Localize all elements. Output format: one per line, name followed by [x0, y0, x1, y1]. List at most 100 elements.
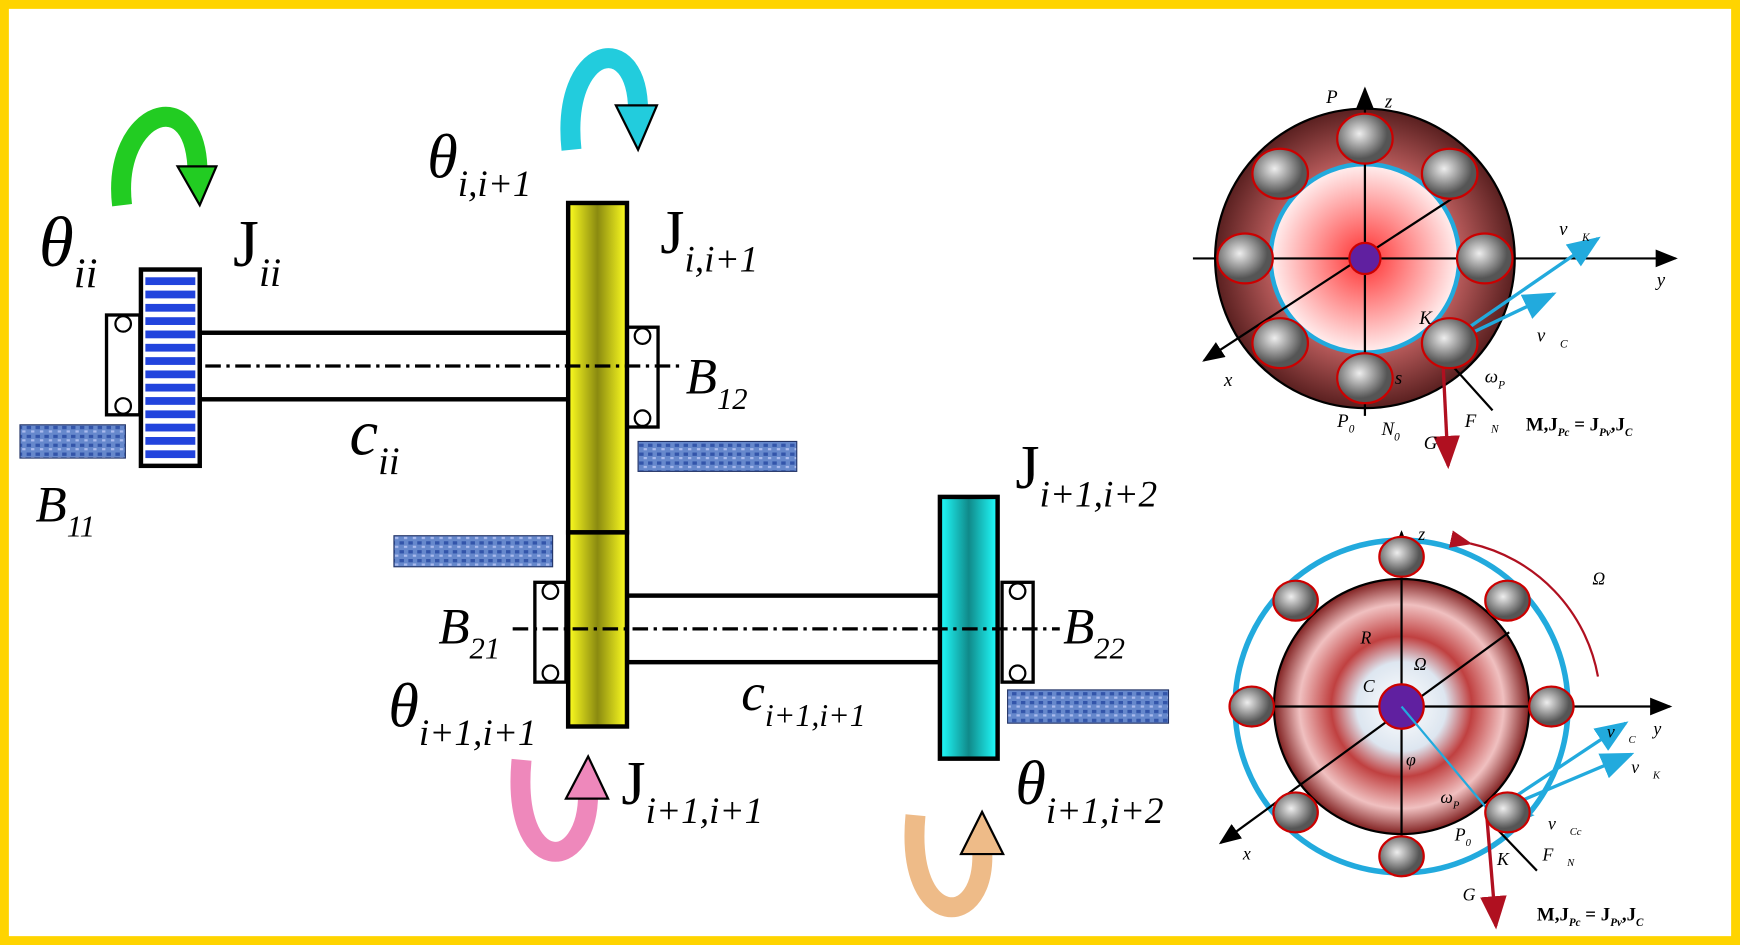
gear-stripe [145, 410, 195, 418]
label-main: Ω [1592, 569, 1605, 589]
rolling-ball [1485, 581, 1529, 621]
label-main: P [1454, 825, 1466, 845]
gear-stripe [145, 304, 195, 312]
label-main: c [350, 398, 379, 469]
gear-stripe [145, 344, 195, 352]
label-main: P [1336, 411, 1349, 432]
gear-stripe [145, 450, 195, 458]
formula-text: ,J [1611, 414, 1625, 435]
label-main: ω [1440, 787, 1453, 807]
label-sub: 11 [67, 510, 95, 544]
label: Ω [1592, 569, 1605, 589]
rolling-ball [1273, 792, 1317, 832]
label-sub: N [1490, 424, 1500, 436]
label: G⃗ [1424, 433, 1452, 454]
formula-sub: Pc [1569, 917, 1581, 929]
bearing-ball [635, 328, 651, 344]
label: P [1325, 87, 1338, 108]
rolling-ball [1217, 233, 1272, 283]
label-main: J [233, 208, 259, 281]
label-main: θ [39, 204, 74, 282]
rolling-ball [1529, 687, 1573, 727]
label-sub: 12 [717, 382, 748, 416]
rolling-ball [1337, 114, 1392, 164]
gear-stripe [145, 424, 195, 432]
label-sub: 0 [1349, 424, 1355, 436]
label-sub: N [1566, 858, 1575, 869]
label-sub: ii [259, 250, 281, 295]
formula-sub: C [1625, 427, 1633, 439]
label-main: s [1395, 368, 1402, 389]
label-main: P [1325, 87, 1338, 108]
label-sub: 22 [1094, 632, 1125, 666]
gear-stripe [145, 277, 195, 285]
rolling-ball [1337, 353, 1392, 403]
label: z [1384, 92, 1393, 113]
label-sub: C [1629, 735, 1637, 746]
label: K [1496, 849, 1510, 869]
label-main: θ [1015, 750, 1046, 818]
bearing-ball [1010, 665, 1026, 681]
label: x [1242, 844, 1251, 864]
label-sub: i+1,i+1 [765, 698, 866, 733]
formula-sub: C [1636, 917, 1644, 929]
label-sub: i+1,i+2 [1040, 475, 1158, 516]
label-sub: ii [74, 251, 98, 298]
label-sub: i,i+1 [684, 240, 758, 281]
label-sub: i+1,i+2 [1046, 791, 1164, 832]
label-sub: C [1560, 338, 1568, 350]
label-main: G⃗ [1424, 433, 1452, 454]
label-sub: P [1497, 379, 1505, 391]
rolling-ball [1230, 687, 1274, 727]
label-main: J [660, 199, 684, 267]
formula-text: M,J [1526, 414, 1558, 435]
label-main: Ω [1414, 654, 1427, 674]
formula-text: = J [1581, 905, 1611, 926]
label-main: φ [1406, 749, 1416, 769]
gear-stripe [145, 331, 195, 339]
label-main: x [1223, 370, 1233, 391]
label-sub: 0 [1394, 431, 1400, 443]
bearing-ball [1010, 583, 1026, 599]
label-main: B [36, 477, 67, 533]
bearing-ball [543, 583, 559, 599]
label-main: ω [1485, 367, 1498, 388]
gear-stripe [145, 370, 195, 378]
label-sub: 21 [470, 632, 501, 666]
label: Ω [1414, 654, 1427, 674]
label-sub: Cc [1570, 827, 1582, 838]
label-sub: i,i+1 [458, 164, 532, 205]
label-main: θ [388, 673, 419, 741]
formula-text: = J [1569, 414, 1599, 435]
rolling-ball [1422, 149, 1477, 199]
formula: M,JPc = JPv,JC [1537, 905, 1644, 930]
bearing-ball [635, 410, 651, 426]
label: C [1363, 676, 1375, 696]
label: φ [1406, 749, 1416, 769]
label-main: v⃗ [1607, 722, 1629, 742]
label-main: B [438, 599, 469, 655]
rolling-ball [1252, 318, 1307, 368]
label-main: B [686, 350, 717, 406]
label: R [1359, 627, 1371, 647]
formula-sub: Pc [1558, 427, 1570, 439]
label-main: F⃗ [1541, 845, 1567, 865]
bearing-ball [115, 398, 131, 414]
formula-text: ,J [1622, 905, 1636, 926]
label-main: R [1359, 627, 1371, 647]
formula-text: M,J [1537, 905, 1569, 926]
rolling-ball [1252, 149, 1307, 199]
label-main: z [1417, 524, 1425, 544]
label-sub: ii [378, 441, 399, 483]
label-main: G⃗ [1463, 885, 1490, 905]
diagram: θiiJiiθi,i+1Ji,i+1B12ciiB11Ji+1,i+2B21B2… [0, 0, 1740, 945]
label-main: v⃗ [1631, 757, 1653, 777]
label-main: v⃗ [1559, 219, 1582, 240]
gear-stripe [145, 437, 195, 445]
gear-stripe [145, 357, 195, 365]
rolling-ball [1273, 581, 1317, 621]
label-main: y [1655, 270, 1666, 291]
label: s [1395, 368, 1402, 389]
label: K [1418, 308, 1433, 329]
gear-stripe [145, 291, 195, 299]
